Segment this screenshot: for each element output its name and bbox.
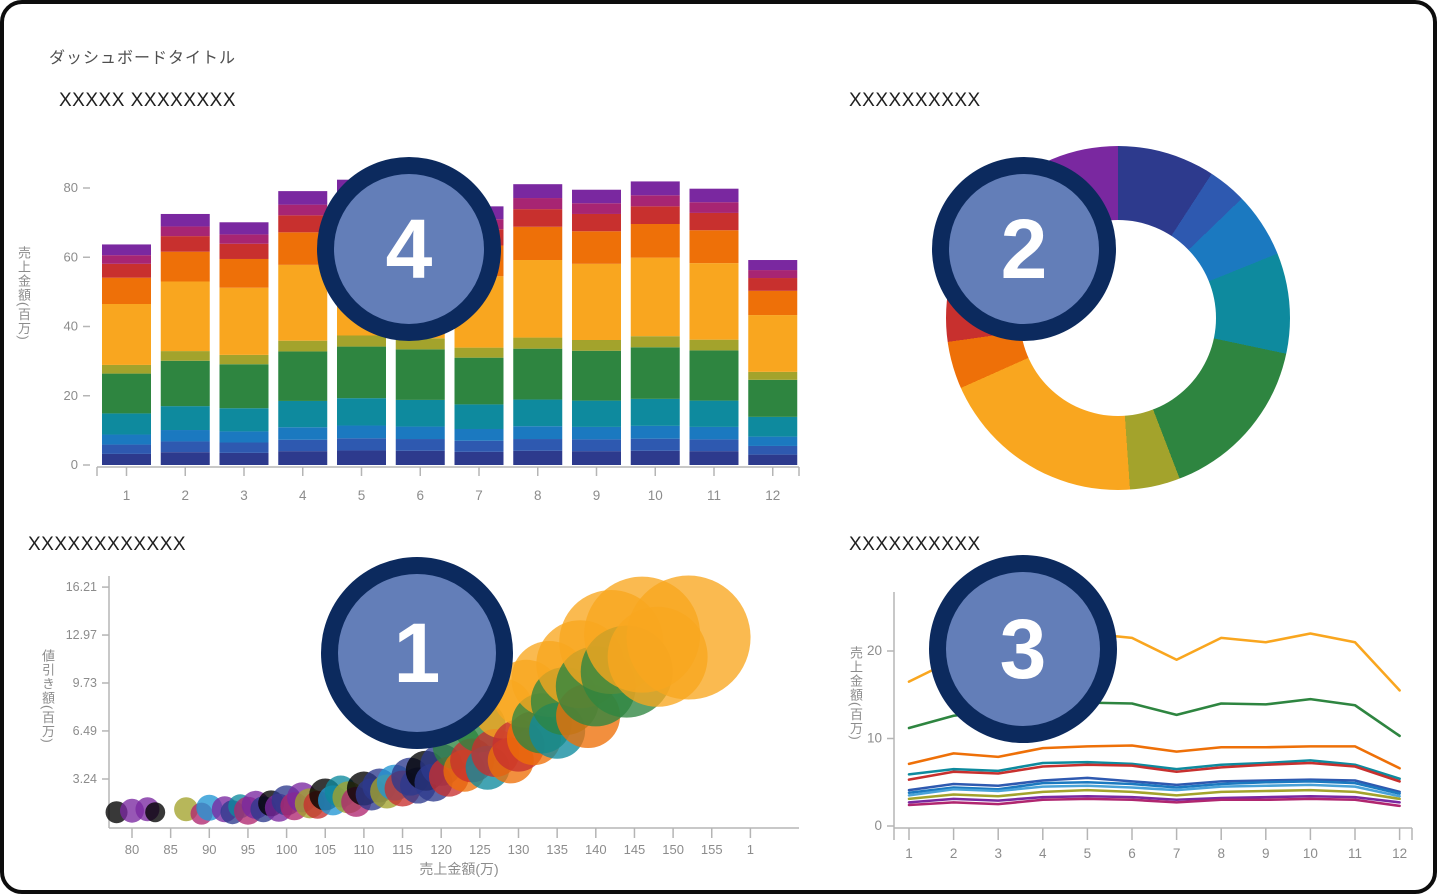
svg-text:80: 80 — [125, 842, 139, 857]
svg-text:9: 9 — [593, 488, 601, 503]
svg-text:4: 4 — [1039, 846, 1047, 861]
svg-text:2: 2 — [181, 488, 189, 503]
svg-text:11: 11 — [1348, 846, 1362, 861]
line-chart-y-axis-label: 売上金額(百万) — [848, 646, 863, 741]
svg-text:90: 90 — [202, 842, 216, 857]
svg-text:20: 20 — [64, 388, 78, 403]
svg-text:2: 2 — [950, 846, 958, 861]
svg-text:145: 145 — [624, 842, 646, 857]
svg-text:3: 3 — [240, 488, 248, 503]
svg-text:125: 125 — [469, 842, 491, 857]
svg-text:10: 10 — [648, 488, 663, 503]
svg-text:0: 0 — [71, 457, 78, 472]
svg-text:150: 150 — [662, 842, 684, 857]
bar-chart-title: XXXXX XXXXXXXX — [59, 90, 237, 111]
donut-chart-title: XXXXXXXXXX — [849, 90, 981, 111]
step-badge-1-inner: 1 — [338, 574, 496, 732]
svg-text:6: 6 — [416, 488, 424, 503]
svg-text:10: 10 — [1303, 846, 1318, 861]
step-badge-3-number: 3 — [999, 602, 1047, 696]
svg-text:4: 4 — [299, 488, 307, 503]
svg-text:80: 80 — [64, 180, 78, 195]
step-badge-3: 3 — [929, 555, 1117, 743]
svg-text:6.49: 6.49 — [73, 724, 97, 738]
step-badge-2-number: 2 — [1000, 202, 1048, 296]
svg-text:9.73: 9.73 — [73, 676, 97, 690]
svg-text:8: 8 — [534, 488, 542, 503]
svg-text:7: 7 — [475, 488, 483, 503]
svg-text:20: 20 — [867, 643, 882, 658]
svg-text:7: 7 — [1173, 846, 1181, 861]
svg-text:1: 1 — [905, 846, 913, 861]
svg-text:3: 3 — [994, 846, 1002, 861]
svg-text:0: 0 — [874, 818, 882, 833]
svg-text:6: 6 — [1128, 846, 1136, 861]
svg-text:60: 60 — [64, 249, 78, 264]
step-badge-1-number: 1 — [393, 606, 441, 700]
bubble-scatter-chart[interactable]: 3.24 6.49 9.73 12.97 16.21 80 85 90 95 100 105 110 1… — [4, 556, 814, 894]
svg-text:85: 85 — [163, 842, 177, 857]
svg-text:140: 140 — [585, 842, 607, 857]
svg-text:12: 12 — [765, 488, 780, 503]
svg-text:10: 10 — [867, 731, 882, 746]
svg-text:9: 9 — [1262, 846, 1270, 861]
svg-text:5: 5 — [1084, 846, 1092, 861]
svg-text:135: 135 — [546, 842, 568, 857]
svg-text:16.21: 16.21 — [66, 580, 97, 594]
svg-text:130: 130 — [508, 842, 530, 857]
step-badge-2: 2 — [932, 157, 1116, 341]
svg-text:8: 8 — [1217, 846, 1225, 861]
svg-text:155: 155 — [701, 842, 723, 857]
bubble-chart-x-axis-label: 売上金額(万) — [419, 861, 499, 877]
bubble-chart-y-axis-label: 値引き額(百万) — [40, 649, 55, 744]
bar-chart-y-axis-label: 売上金額(百万) — [16, 246, 31, 341]
svg-text:1: 1 — [747, 842, 754, 857]
step-badge-3-inner: 3 — [946, 572, 1100, 726]
svg-text:95: 95 — [241, 842, 255, 857]
line-chart-title: XXXXXXXXXX — [849, 534, 981, 555]
step-badge-1: 1 — [321, 557, 513, 749]
svg-text:11: 11 — [707, 488, 721, 503]
dashboard-title: ダッシュボードタイトル — [49, 50, 237, 67]
svg-text:115: 115 — [392, 842, 413, 857]
svg-text:100: 100 — [276, 842, 298, 857]
step-badge-4-inner: 4 — [334, 174, 484, 324]
svg-text:3.24: 3.24 — [73, 772, 97, 786]
step-badge-4-number: 4 — [385, 202, 433, 296]
svg-text:40: 40 — [64, 319, 78, 334]
step-badge-4: 4 — [317, 157, 501, 341]
step-badge-2-inner: 2 — [949, 174, 1099, 324]
bubble-chart-title: XXXXXXXXXXXX — [28, 534, 187, 555]
svg-text:12.97: 12.97 — [66, 628, 97, 642]
svg-text:105: 105 — [314, 842, 336, 857]
svg-text:1: 1 — [123, 488, 131, 503]
svg-text:5: 5 — [358, 488, 366, 503]
svg-text:120: 120 — [430, 842, 452, 857]
svg-text:12: 12 — [1392, 846, 1407, 861]
svg-text:110: 110 — [354, 842, 375, 857]
